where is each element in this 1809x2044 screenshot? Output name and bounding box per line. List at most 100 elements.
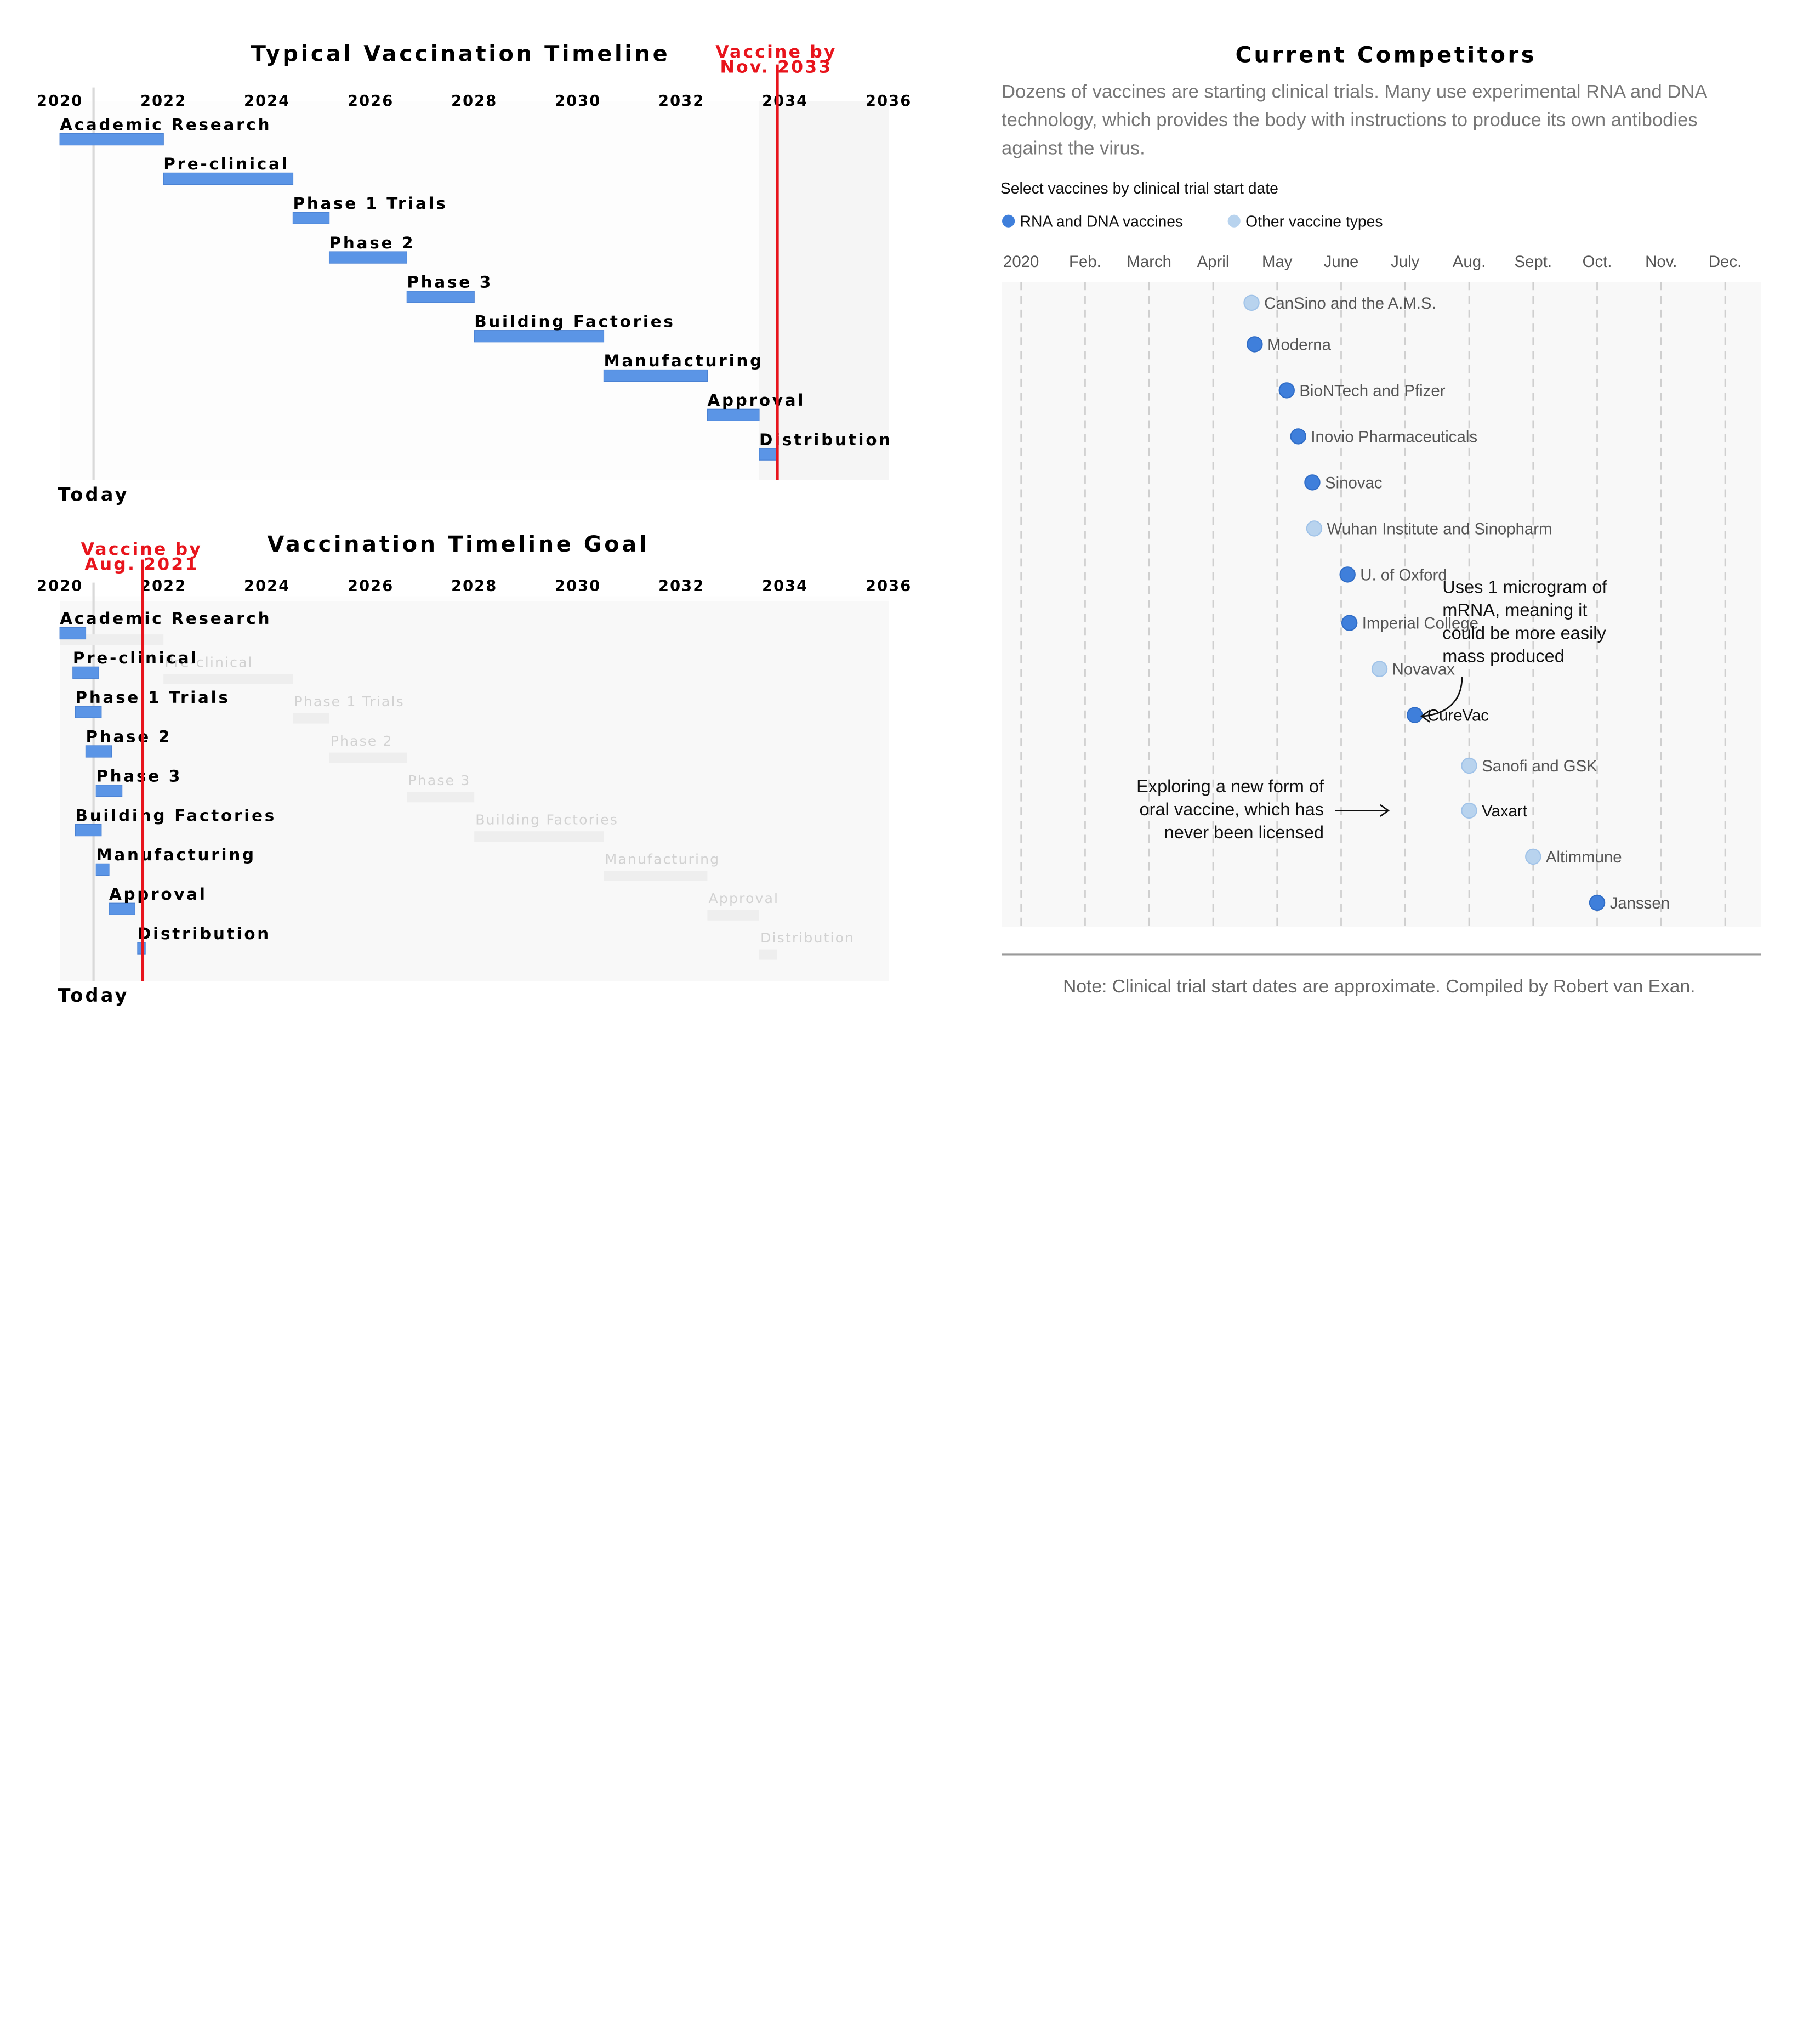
point-label-curevac: CureVac xyxy=(1427,707,1489,725)
chart-subtitle: technology, which provides the body with… xyxy=(1002,110,1698,130)
task-bar-manufacturing xyxy=(603,369,708,382)
x-tick-label: 2028 xyxy=(451,93,497,110)
annotation-curevac: mass produced xyxy=(1442,646,1565,666)
ghost-bar xyxy=(474,831,604,842)
point-biontech-and-pfizer xyxy=(1278,382,1295,399)
point-sanofi-and-gsk xyxy=(1461,757,1477,774)
task-bar-approval xyxy=(707,408,760,421)
ghost-bar xyxy=(163,673,293,684)
x-tick-label: 2022 xyxy=(140,577,186,594)
task-label-distribution: Distribution xyxy=(138,924,271,943)
ghost-bar xyxy=(707,910,759,921)
ghost-bar xyxy=(604,871,708,881)
x-tick-label: Nov. xyxy=(1645,253,1677,271)
task-label-approval: Approval xyxy=(707,391,805,410)
task-bar-phase-2 xyxy=(85,745,112,758)
x-tick-label: 2026 xyxy=(348,577,394,594)
x-tick-label: 2034 xyxy=(762,93,808,110)
x-tick-label: 2020 xyxy=(37,93,83,110)
x-tick-label: May xyxy=(1262,253,1293,271)
task-bar-phase-3 xyxy=(95,785,123,797)
x-tick-label: 2032 xyxy=(658,93,704,110)
chart-title: Typical Vaccination Timeline xyxy=(251,41,670,66)
task-label-pre-clinical: Pre-clinical xyxy=(163,155,289,173)
goal-timeline-chart: Today Vaccination Timeline Goal 2020 2022 20… xyxy=(37,532,912,1006)
task-label-phase-2: Phase 2 xyxy=(329,234,416,252)
legend-label-other: Other vaccine types xyxy=(1245,213,1383,231)
ghost-bar xyxy=(759,949,778,960)
chart-subtitle: against the virus. xyxy=(1002,138,1145,158)
annotation-arrow xyxy=(1423,677,1463,717)
point-altimmune xyxy=(1525,848,1541,865)
point-label-janssen: Janssen xyxy=(1610,894,1670,912)
annotation-curevac: Uses 1 microgram of xyxy=(1442,577,1607,597)
x-tick-label: 2036 xyxy=(866,577,912,594)
ghost-label: Manufacturing xyxy=(605,851,720,867)
point-curevac xyxy=(1407,707,1423,723)
point-label-wuhan-institute-and-sinopharm: Wuhan Institute and Sinopharm xyxy=(1327,520,1552,538)
task-bar-academic-research xyxy=(59,627,87,640)
plot-background xyxy=(1001,282,1761,927)
x-tick-label: June xyxy=(1324,253,1359,271)
x-tick-label: 2020 xyxy=(37,577,83,594)
x-tick-label: Feb. xyxy=(1069,253,1101,271)
point-label-inovio-pharmaceuticals: Inovio Pharmaceuticals xyxy=(1311,428,1477,446)
ghost-bar xyxy=(329,752,407,763)
task-bar-building-factories xyxy=(474,330,605,343)
x-tick-label: 2030 xyxy=(555,577,601,594)
x-tick-label: 2024 xyxy=(244,577,290,594)
chart-subtitle: Dozens of vaccines are starting clinical… xyxy=(1002,82,1708,103)
point-label-vaxart: Vaxart xyxy=(1482,802,1527,820)
x-tick-label: Dec. xyxy=(1709,253,1742,271)
x-tick-label: 2034 xyxy=(762,577,808,594)
point-label-altimmune: Altimmune xyxy=(1546,848,1622,866)
annotation-vaxart: oral vaccine, which has xyxy=(1140,799,1324,819)
task-bar-phase-1-trials xyxy=(292,212,330,224)
x-tick-label: April xyxy=(1197,253,1230,271)
x-tick-label: Sept. xyxy=(1514,253,1552,271)
ghost-bar xyxy=(407,792,475,803)
x-tick-label: July xyxy=(1391,253,1420,271)
task-bar-academic-research xyxy=(59,133,164,146)
task-label-manufacturing: Manufacturing xyxy=(604,351,763,370)
task-label-phase-1-trials: Phase 1 Trials xyxy=(76,688,230,707)
annotation-curevac: could be more easily xyxy=(1442,623,1606,643)
ghost-label: Phase 2 xyxy=(331,733,393,749)
deadline-label: Aug. 2021 xyxy=(84,555,198,575)
task-bar-building-factories xyxy=(75,824,102,837)
point-novavax xyxy=(1371,661,1388,677)
deadline-label: Nov. 2033 xyxy=(720,57,833,77)
ghost-label: Phase 1 Trials xyxy=(294,694,405,709)
point-u-of-oxford xyxy=(1339,566,1356,583)
ghost-label: Building Factories xyxy=(475,812,618,828)
task-label-phase-1-trials: Phase 1 Trials xyxy=(293,194,447,213)
annotation-arrowhead xyxy=(1420,709,1430,723)
point-label-novavax: Novavax xyxy=(1392,661,1455,679)
point-label-biontech-and-pfizer: BioNTech and Pfizer xyxy=(1299,382,1445,400)
point-label-cansino-and-the-a-m-s: CanSino and the A.M.S. xyxy=(1264,294,1436,313)
task-label-pre-clinical: Pre-clinical xyxy=(73,649,198,667)
task-label-phase-3: Phase 3 xyxy=(407,273,493,292)
point-sinovac xyxy=(1304,474,1321,491)
chart-title: Vaccination Timeline Goal xyxy=(268,532,650,557)
point-wuhan-institute-and-sinopharm xyxy=(1306,520,1323,537)
ghost-label: Distribution xyxy=(760,930,855,946)
ghost-label: Pre-clinical xyxy=(164,654,253,670)
select-label: Select vaccines by clinical trial start … xyxy=(1000,180,1278,197)
ghost-label: Approval xyxy=(709,890,780,906)
x-tick-label: Oct. xyxy=(1583,253,1612,271)
footnote: Note: Clinical trial start dates are app… xyxy=(1063,976,1695,997)
x-tick-label: 2032 xyxy=(658,577,704,594)
task-bar-manufacturing xyxy=(95,863,110,876)
task-bar-distribution xyxy=(759,448,778,461)
competitors-chart: Current Competitors Dozens of vaccines ar… xyxy=(1000,42,1761,997)
point-label-sinovac: Sinovac xyxy=(1325,474,1383,492)
point-label-u-of-oxford: U. of Oxford xyxy=(1360,566,1447,584)
task-bar-approval xyxy=(109,902,135,915)
task-bar-phase-3 xyxy=(406,291,475,303)
x-tick-label: 2026 xyxy=(348,93,394,110)
x-tick-label: 2028 xyxy=(451,577,497,594)
deadline-label: Vaccine by xyxy=(715,42,837,62)
task-bar-phase-2 xyxy=(328,251,407,264)
